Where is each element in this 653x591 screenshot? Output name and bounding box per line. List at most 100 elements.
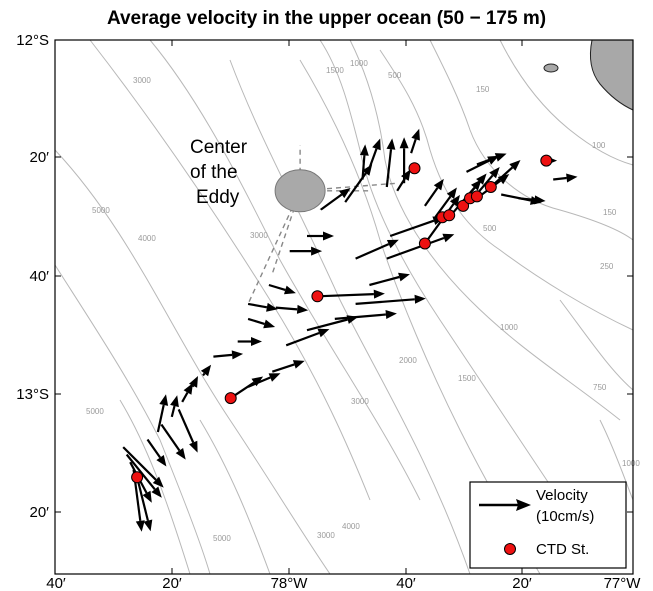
legend-velocity-unit: (10cm/s) [536,508,594,525]
velocity-vector-shaft [368,148,378,169]
velocity-vectors [122,128,578,532]
velocity-vector-head [296,304,309,314]
eddy-label-line2: of the [190,162,238,183]
legend-ctd-marker [504,543,516,555]
velocity-vector-head [372,138,381,151]
velocity-vector [136,476,153,532]
velocity-vector-head [476,173,487,185]
velocity-vector [156,394,169,433]
velocity-vector-shaft [306,318,348,332]
contour-3000-b [229,59,471,575]
velocity-vector [553,173,578,183]
velocity-vector [368,138,381,169]
velocity-vector [386,233,455,260]
map-frame [54,39,634,575]
velocity-vector-head [170,395,179,408]
velocity-vector-head [135,520,145,532]
velocity-vector-shaft [202,372,206,377]
velocity-vector-shaft [386,236,445,260]
velocity-vector-shaft [156,404,165,433]
land-mass [589,39,634,111]
velocity-vector-head [449,194,460,207]
velocity-vector [476,153,507,166]
coastline-land [543,39,634,111]
velocity-vector-shaft [160,423,181,452]
velocity-vector [307,231,334,241]
velocity-vector-shaft [317,293,374,298]
velocity-vector-head [534,195,546,205]
y-axis-labels: 12°S 20′ 40′ 13°S 20′ [16,32,49,521]
eddy-label-line3: Eddy [196,187,240,208]
eddy-label-line1: Center [190,137,248,158]
contour-label: 5000 [92,206,110,215]
velocity-vector [399,137,409,184]
velocity-vector [289,246,323,256]
ctd-station-marker [457,199,470,212]
velocity-vector-shaft [146,438,162,459]
velocity-vector-shaft [247,376,271,388]
velocity-vector-head [200,364,212,377]
contour-label: 500 [388,71,402,80]
velocity-vector [275,304,309,314]
eddy-center-ellipse [274,169,326,213]
velocity-vector [334,310,397,320]
contour-label: 3000 [250,231,268,240]
contour-label: 1500 [458,374,476,383]
contour-3000-c [199,419,271,575]
contour-label: 4000 [342,522,360,531]
velocity-vector-shaft [285,331,320,347]
eddy-dashed-line [271,190,301,274]
velocity-vector-head [159,394,169,406]
velocity-vector-head [323,231,334,241]
velocity-vector-shaft [136,476,149,521]
velocity-vector-shaft [275,306,298,311]
velocity-vector [410,128,420,154]
velocity-vector-head [175,448,186,460]
velocity-vector-shaft [385,149,393,188]
contour-label: 150 [603,208,617,217]
y-tick-label: 12°S [16,32,49,49]
velocity-vector-head [151,486,162,498]
contour-5000-b [54,264,211,575]
velocity-vector [237,337,262,346]
ctd-station-marker [131,471,144,484]
velocity-vector-shaft [122,446,157,481]
velocity-vector-shaft [476,156,497,166]
velocity-vector-shaft [334,313,386,320]
velocity-vector [200,364,212,377]
velocity-vector-shaft [389,219,435,238]
velocity-vector [359,144,369,180]
contour-label: 1000 [500,323,518,332]
contour-label: 5000 [86,407,104,416]
contour-1000-b [599,419,634,501]
velocity-vector [170,395,179,418]
velocity-vector [213,350,244,360]
contour-500-a [379,49,634,331]
contour-label: 100 [592,141,606,150]
legend-velocity-arrowhead [516,499,531,511]
velocity-vector-shaft [361,155,366,180]
velocity-vector [518,195,546,205]
velocity-vector-head [411,128,420,141]
ctd-station-marker [443,209,456,222]
contour-4000-a [89,39,371,501]
ctd-station-marker [224,392,237,405]
ctd-station-marker [470,190,483,203]
contour-label: 3000 [317,531,335,540]
legend-velocity-label: Velocity [536,487,588,504]
y-axis-ticks [55,39,633,513]
x-tick-label: 40′ [46,575,66,591]
velocity-vector-head [489,167,500,179]
velocity-vector [385,138,396,188]
velocity-vector-shaft [320,193,343,211]
velocity-vector [160,423,186,460]
velocity-vector [125,453,162,498]
velocity-vector-head [386,138,396,150]
contour-label: 3000 [351,397,369,406]
eddy-dashed-line [300,182,398,192]
velocity-vector-head [339,188,351,199]
velocity-vector-shaft [355,298,415,305]
velocity-vector-head [156,455,167,467]
velocity-vector-head [509,160,521,171]
velocity-vector-shaft [213,353,233,358]
